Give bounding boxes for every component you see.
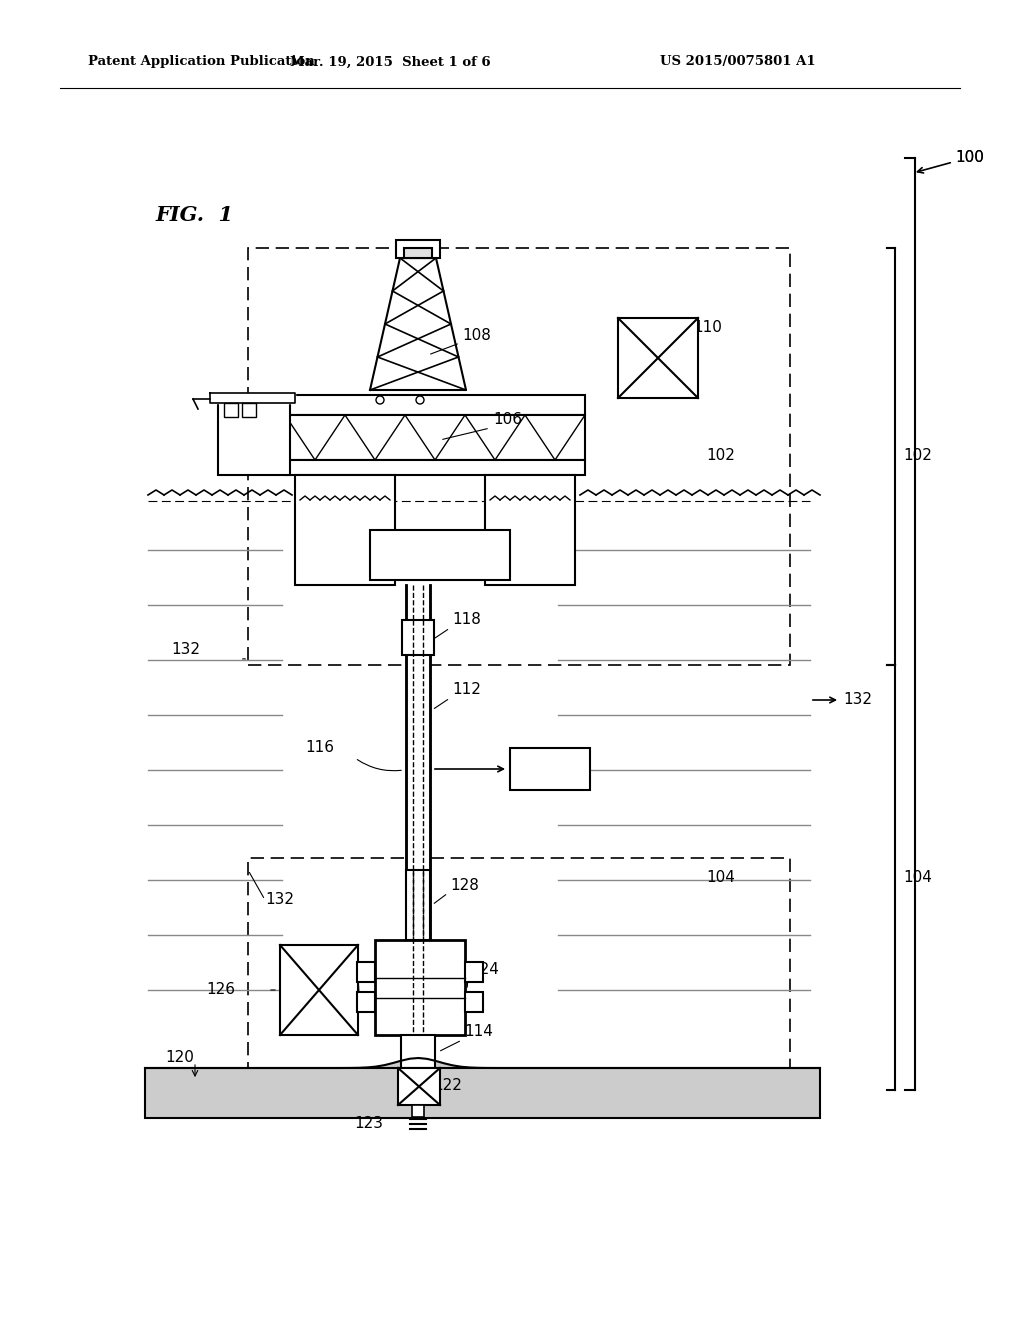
Text: 132: 132 [843,693,872,708]
Bar [285,414,585,459]
Bar [375,940,465,1035]
Bar [404,248,432,257]
Text: 132: 132 [265,892,294,908]
Text: 123: 123 [354,1115,383,1130]
Bar [242,403,256,417]
Text: FIG.  1: FIG. 1 [155,205,233,224]
Text: 108: 108 [462,327,490,342]
Bar [485,475,575,585]
Text: 122: 122 [433,1078,462,1093]
Bar [406,870,430,940]
Text: 124: 124 [470,962,499,978]
Bar [401,1035,435,1068]
Text: 102: 102 [706,449,735,463]
Text: 112: 112 [452,682,481,697]
Text: Patent Application Publication: Patent Application Publication [88,55,314,69]
Bar [285,459,585,475]
Bar [618,318,698,399]
Bar [398,1068,440,1105]
Text: 100: 100 [955,150,984,165]
Text: 110: 110 [693,321,722,335]
Text: 100: 100 [955,150,984,165]
Bar [357,962,375,982]
Text: 118: 118 [452,612,481,627]
Text: 104: 104 [903,870,932,884]
Text: 132: 132 [171,643,200,657]
Text: 120: 120 [165,1051,194,1065]
Bar [396,240,440,257]
Bar [280,945,358,1035]
Text: 126: 126 [206,982,234,998]
Bar [357,993,375,1012]
Text: 104: 104 [706,870,735,884]
Bar [465,962,483,982]
Bar [145,1068,820,1118]
Bar [465,993,483,1012]
Text: 114: 114 [464,1024,493,1040]
Polygon shape [370,257,466,389]
Polygon shape [145,1059,820,1118]
Text: 128: 128 [450,878,479,892]
Text: 138: 138 [536,762,564,776]
Polygon shape [210,393,295,403]
Bar [295,475,395,585]
Bar [218,395,290,475]
Bar [248,248,790,665]
Text: 106: 106 [493,412,522,428]
Bar [510,748,590,789]
Bar [402,620,434,655]
Text: 116: 116 [305,741,334,755]
Bar [224,403,238,417]
Polygon shape [406,585,430,1035]
Text: 102: 102 [903,449,932,463]
Bar [248,858,790,1071]
Text: US 2015/0075801 A1: US 2015/0075801 A1 [660,55,816,69]
Bar [285,395,585,414]
Bar [370,531,510,579]
Bar [412,1105,424,1117]
Text: Mar. 19, 2015  Sheet 1 of 6: Mar. 19, 2015 Sheet 1 of 6 [290,55,490,69]
